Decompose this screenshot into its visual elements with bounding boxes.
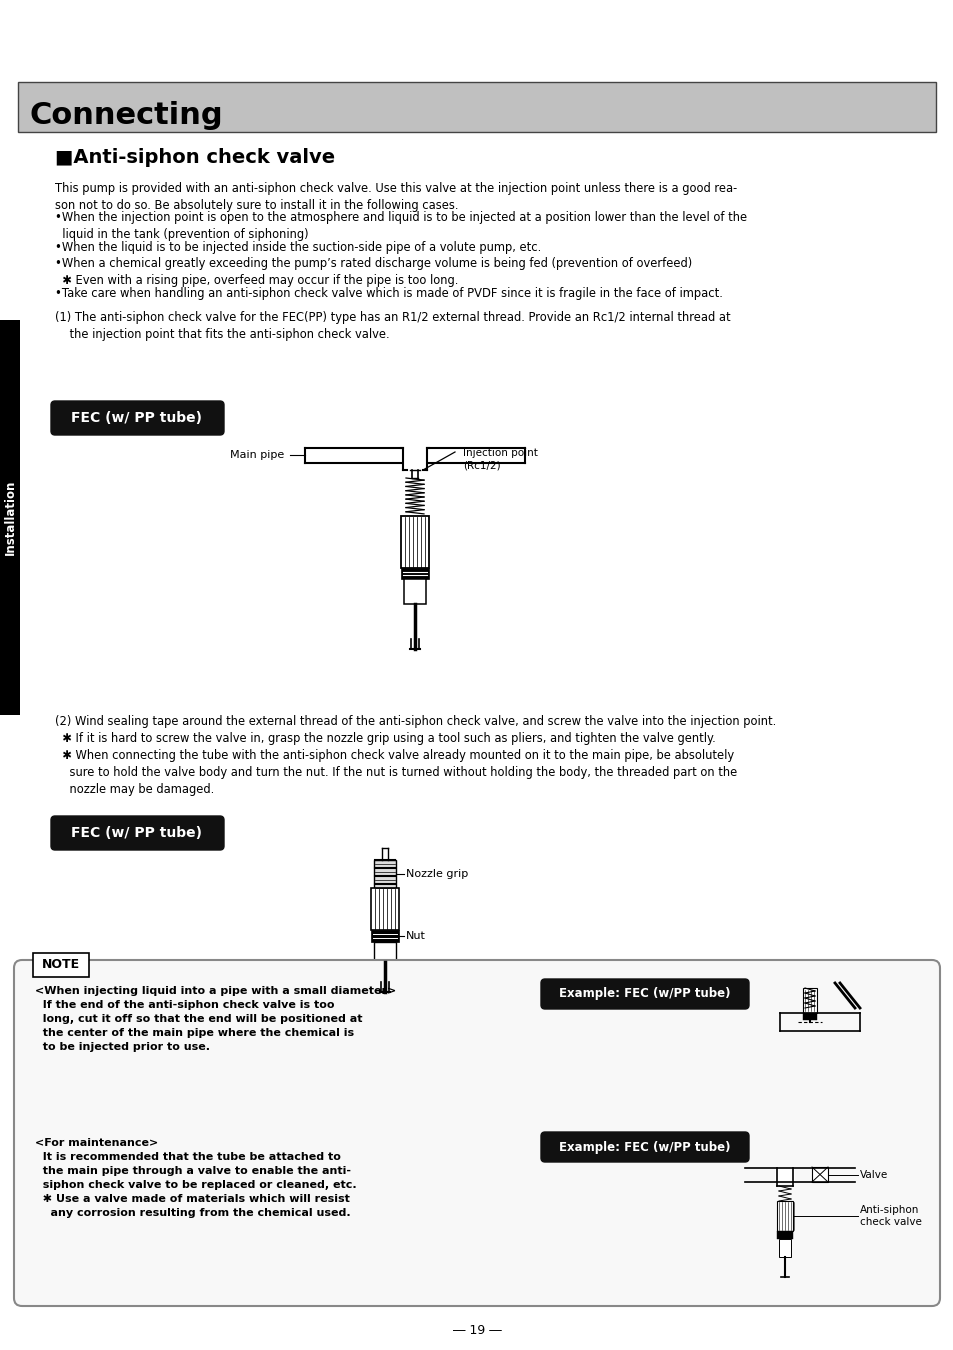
FancyBboxPatch shape xyxy=(540,979,748,1008)
Bar xyxy=(774,1166,794,1183)
Bar xyxy=(374,860,395,888)
Bar xyxy=(779,1239,790,1257)
Bar xyxy=(802,988,816,1012)
Bar xyxy=(802,1012,816,1021)
Bar xyxy=(403,579,426,603)
Text: ■Anti-siphon check valve: ■Anti-siphon check valve xyxy=(55,148,335,167)
Bar xyxy=(18,82,935,132)
Text: Anti-siphon
check valve: Anti-siphon check valve xyxy=(859,1204,921,1227)
Text: •When a chemical greatly exceeding the pump’s rated discharge volume is being fe: •When a chemical greatly exceeding the p… xyxy=(55,256,692,288)
Text: Injection point
(Rc1/2): Injection point (Rc1/2) xyxy=(462,448,537,470)
Bar xyxy=(0,320,20,716)
Text: Example: FEC (w/PP tube): Example: FEC (w/PP tube) xyxy=(558,1141,730,1153)
Text: Valve: Valve xyxy=(859,1170,887,1180)
Bar xyxy=(776,1231,792,1239)
Text: Main pipe: Main pipe xyxy=(230,450,284,460)
Bar xyxy=(371,930,398,942)
Text: NOTE: NOTE xyxy=(42,958,80,972)
Text: <When injecting liquid into a pipe with a small diameter>
  If the end of the an: <When injecting liquid into a pipe with … xyxy=(35,986,395,1052)
Text: Example: FEC (w/PP tube): Example: FEC (w/PP tube) xyxy=(558,987,730,1000)
Bar xyxy=(400,568,429,579)
Text: (2) Wind sealing tape around the external thread of the anti-siphon check valve,: (2) Wind sealing tape around the externa… xyxy=(55,716,776,796)
FancyBboxPatch shape xyxy=(33,953,89,977)
Text: •When the liquid is to be injected inside the suction-side pipe of a volute pump: •When the liquid is to be injected insid… xyxy=(55,242,540,254)
Text: (1) The anti-siphon check valve for the FEC(PP) type has an R1/2 external thread: (1) The anti-siphon check valve for the … xyxy=(55,310,730,342)
FancyBboxPatch shape xyxy=(51,815,224,850)
Bar xyxy=(811,1166,827,1183)
Bar xyxy=(400,516,429,568)
Text: •Take care when handling an anti-siphon check valve which is made of PVDF since : •Take care when handling an anti-siphon … xyxy=(55,288,722,300)
Text: This pump is provided with an anti-siphon check valve. Use this valve at the inj: This pump is provided with an anti-sipho… xyxy=(55,182,737,212)
FancyBboxPatch shape xyxy=(51,401,224,435)
FancyBboxPatch shape xyxy=(540,1133,748,1162)
Text: Nut: Nut xyxy=(406,931,425,941)
Text: Installation: Installation xyxy=(4,479,16,555)
Text: Connecting: Connecting xyxy=(30,101,223,131)
Bar xyxy=(776,1202,792,1231)
Text: FEC (w/ PP tube): FEC (w/ PP tube) xyxy=(71,410,202,425)
FancyBboxPatch shape xyxy=(14,960,939,1305)
Text: •When the injection point is open to the atmosphere and liquid is to be injected: •When the injection point is open to the… xyxy=(55,211,746,242)
Text: FEC (w/ PP tube): FEC (w/ PP tube) xyxy=(71,826,202,840)
Text: <For maintenance>
  It is recommended that the tube be attached to
  the main pi: <For maintenance> It is recommended that… xyxy=(35,1138,356,1218)
Text: ― 19 ―: ― 19 ― xyxy=(452,1323,501,1336)
Bar xyxy=(371,888,398,930)
Text: Nozzle grip: Nozzle grip xyxy=(406,869,468,879)
Bar xyxy=(374,942,395,963)
